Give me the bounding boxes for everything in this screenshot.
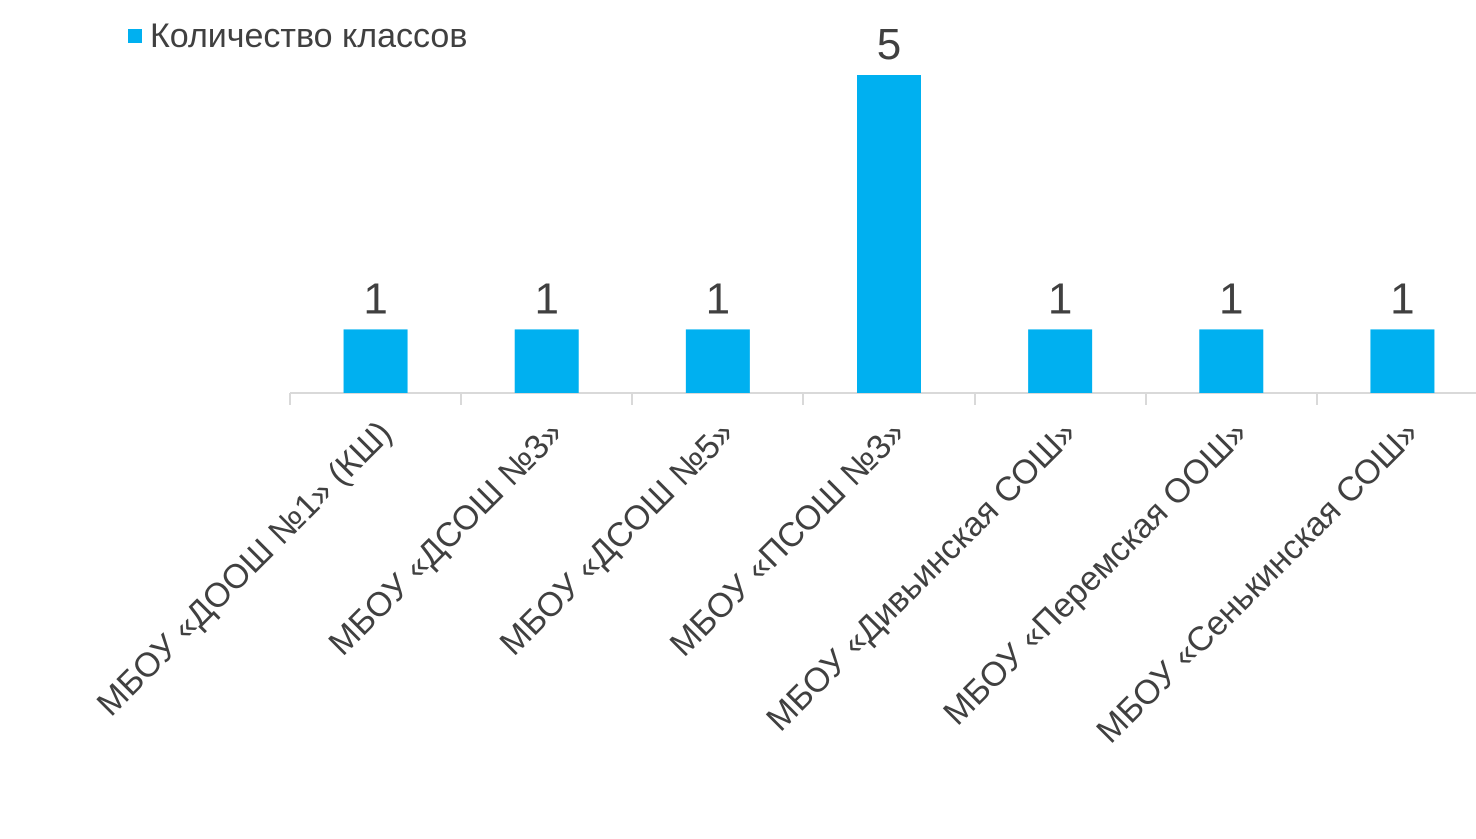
bar bbox=[1370, 329, 1435, 393]
bar bbox=[514, 329, 579, 393]
data-label: 1 bbox=[363, 274, 387, 323]
x-tick-label: МБОУ «Сенькинская СОШ» bbox=[1089, 414, 1426, 751]
bar bbox=[343, 329, 408, 393]
data-label: 1 bbox=[1219, 274, 1243, 323]
legend-label: Количество классов bbox=[150, 17, 468, 55]
bar bbox=[1199, 329, 1264, 393]
bar bbox=[857, 75, 921, 393]
chart-legend: Количество классов bbox=[128, 14, 467, 58]
x-tick-label: МБОУ «Дивьинская СОШ» bbox=[759, 414, 1084, 739]
legend-swatch bbox=[128, 29, 142, 43]
bar bbox=[1028, 329, 1093, 393]
bar bbox=[685, 329, 750, 393]
data-label: 1 bbox=[1390, 274, 1414, 323]
data-label: 1 bbox=[534, 274, 558, 323]
x-tick-label: МБОУ «ДООШ №1» (КШ) bbox=[90, 414, 400, 724]
data-label: 1 bbox=[1048, 274, 1072, 323]
data-label: 5 bbox=[877, 20, 901, 69]
data-label: 1 bbox=[706, 274, 730, 323]
x-tick-label: МБОУ «Перемская ООШ» bbox=[936, 414, 1255, 733]
